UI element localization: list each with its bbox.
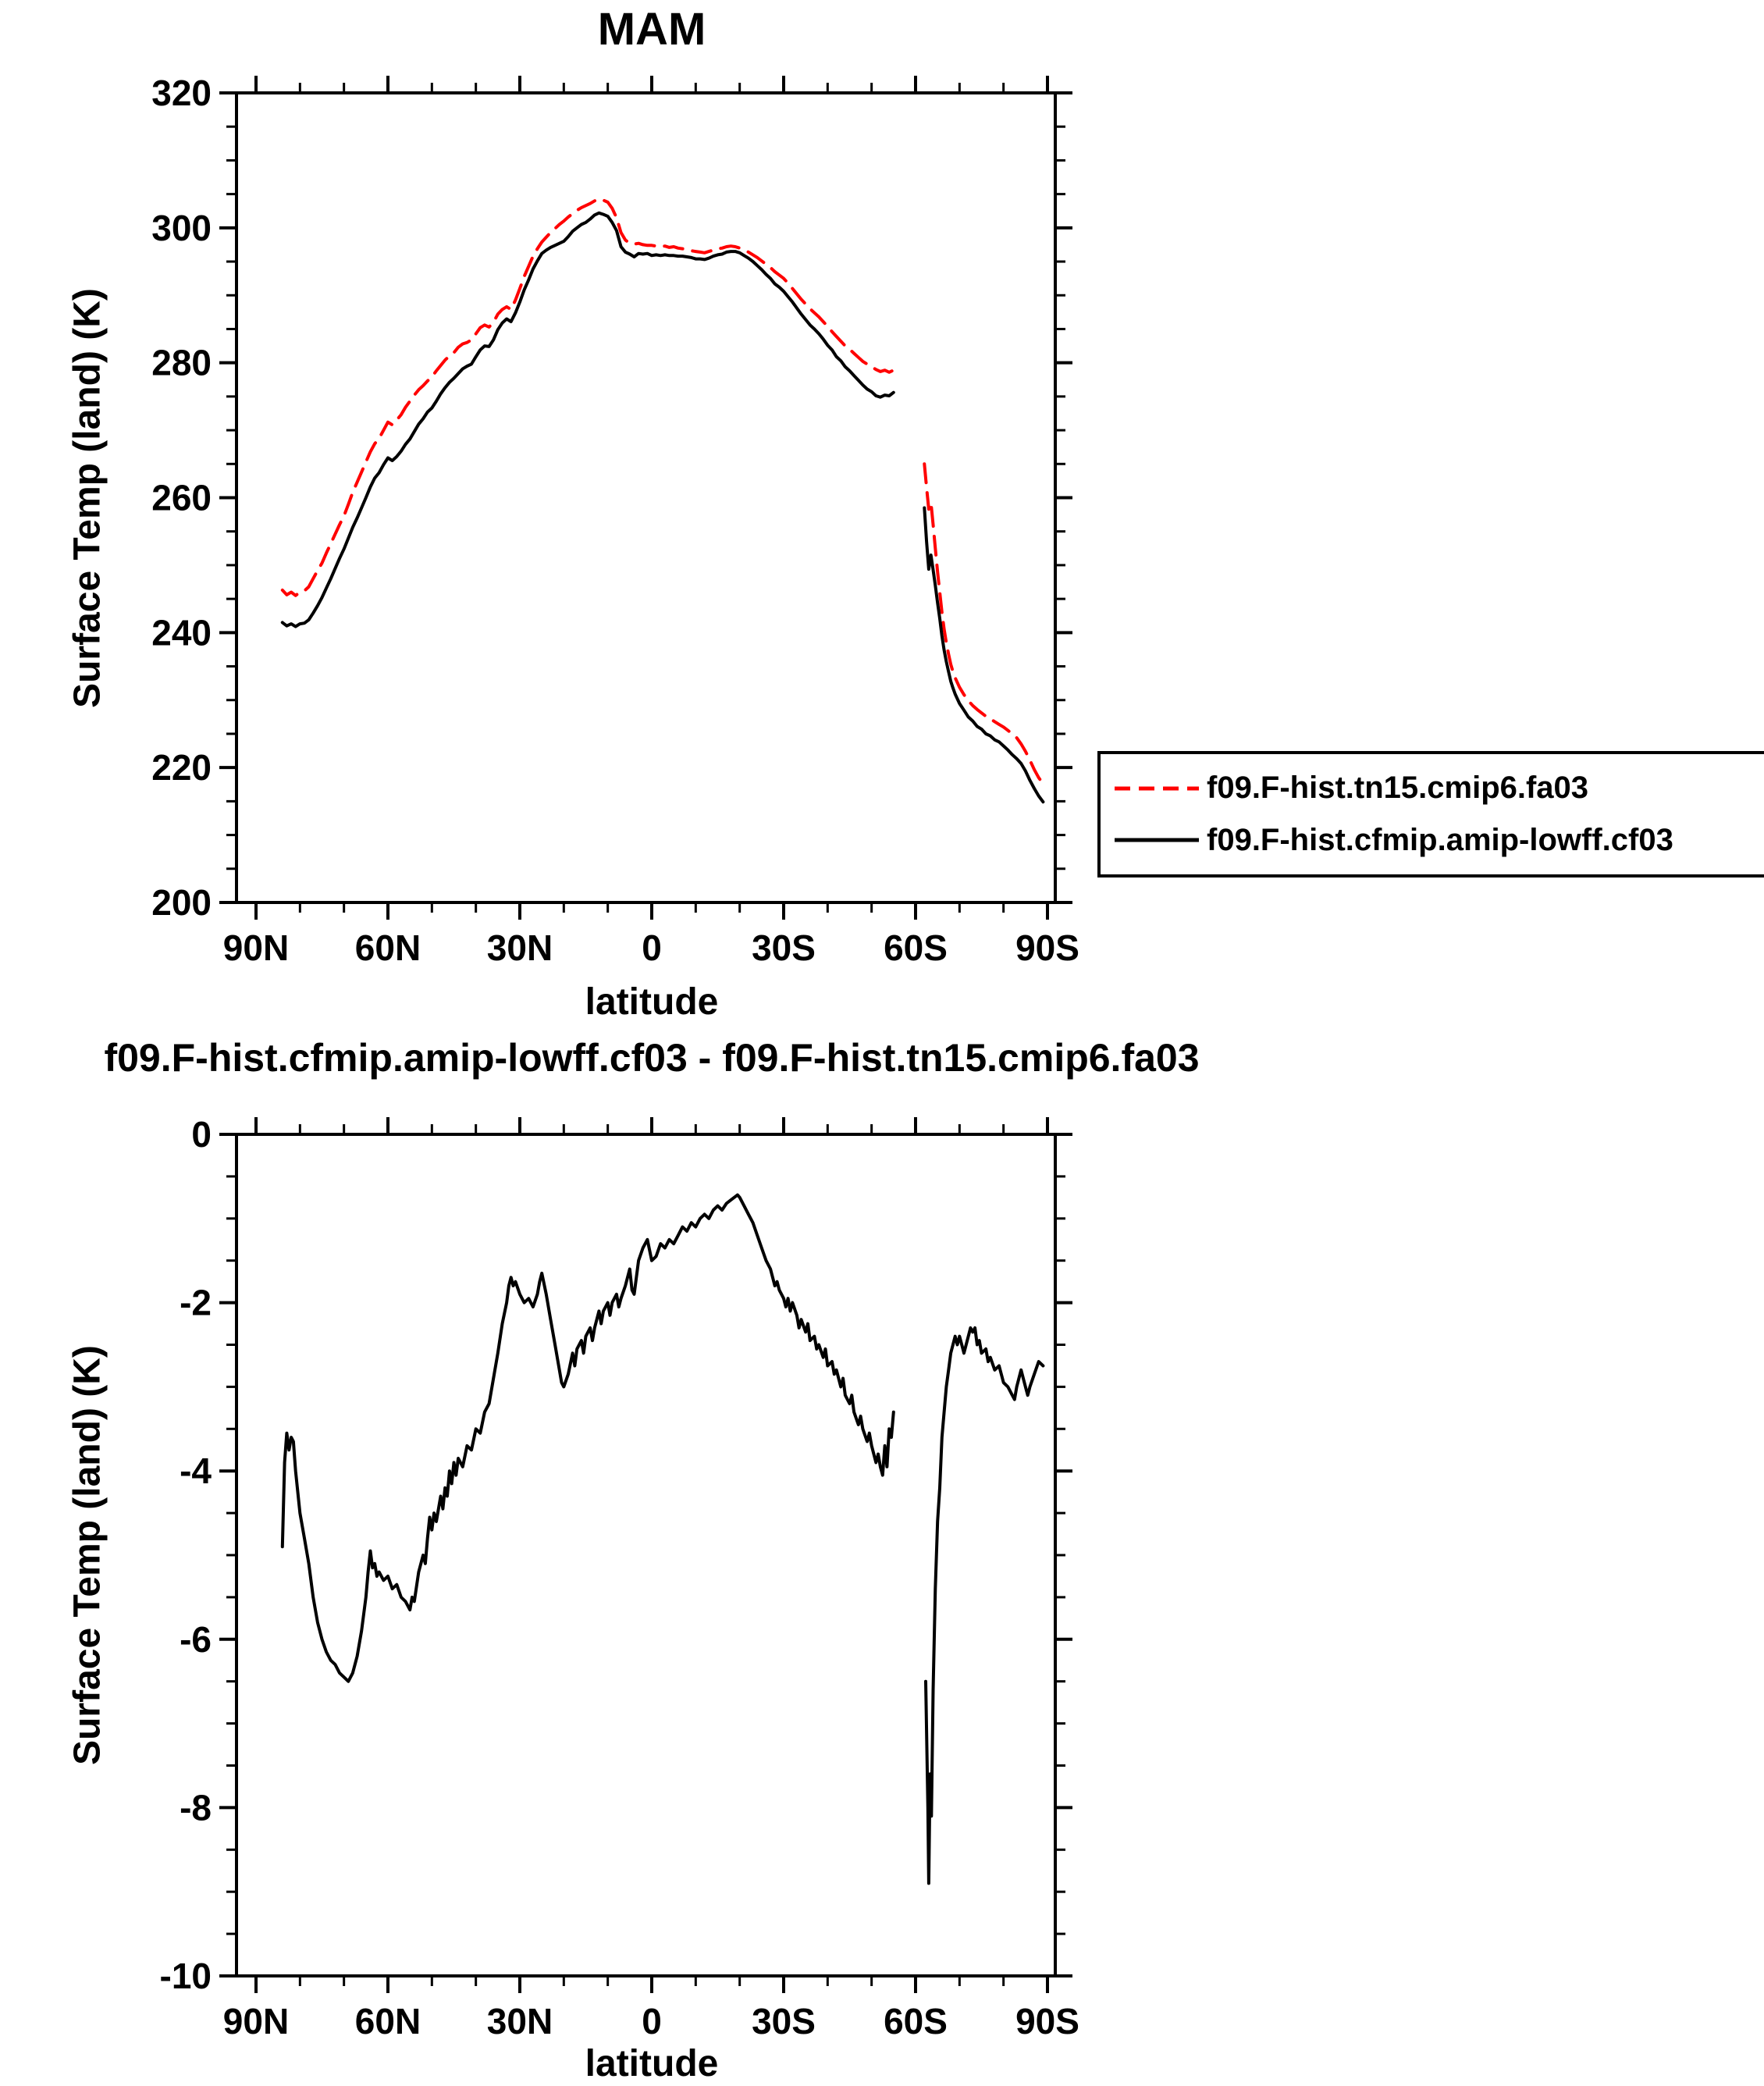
svg-text:90S: 90S: [1015, 2001, 1079, 2042]
svg-text:320: 320: [151, 73, 212, 113]
legend-label: f09.F-hist.tn15.cmip6.fa03: [1207, 771, 1589, 806]
svg-text:30S: 30S: [752, 2001, 816, 2042]
svg-text:260: 260: [151, 478, 212, 518]
svg-text:30N: 30N: [487, 927, 553, 968]
svg-text:90S: 90S: [1015, 927, 1079, 968]
legend-item: f09.F-hist.tn15.cmip6.fa03: [1115, 771, 1764, 806]
red-dashed-line-sample: [1115, 786, 1199, 791]
svg-text:-8: -8: [180, 1787, 212, 1828]
top-chart-title: MAM: [597, 4, 706, 55]
legend-item: f09.F-hist.cfmip.amip-lowff.cf03: [1115, 823, 1764, 858]
svg-text:60S: 60S: [884, 2001, 948, 2042]
svg-text:200: 200: [151, 882, 212, 923]
top-chart-y-axis-label: Surface Temp (land) (K): [66, 288, 108, 708]
svg-text:-2: -2: [180, 1283, 212, 1323]
svg-text:-10: -10: [160, 1956, 212, 1996]
svg-text:300: 300: [151, 208, 212, 248]
bottom-chart-x-axis-label: latitude: [585, 2043, 719, 2084]
svg-text:90N: 90N: [223, 2001, 289, 2042]
svg-text:60N: 60N: [355, 927, 421, 968]
top-chart-x-axis-label: latitude: [585, 981, 719, 1023]
svg-text:0: 0: [191, 1114, 212, 1155]
svg-text:60S: 60S: [884, 927, 948, 968]
svg-text:-4: -4: [180, 1451, 212, 1491]
svg-text:30S: 30S: [752, 927, 816, 968]
svg-text:280: 280: [151, 343, 212, 383]
legend: f09.F-hist.tn15.cmip6.fa03 f09.F-hist.cf…: [1097, 751, 1764, 877]
svg-text:30N: 30N: [487, 2001, 553, 2042]
svg-text:0: 0: [642, 2001, 662, 2042]
legend-label: f09.F-hist.cfmip.amip-lowff.cf03: [1207, 822, 1673, 857]
svg-text:60N: 60N: [355, 2001, 421, 2042]
svg-text:240: 240: [151, 612, 212, 653]
svg-text:-6: -6: [180, 1619, 212, 1660]
svg-text:0: 0: [642, 927, 662, 968]
bottom-chart-y-axis-label: Surface Temp (land) (K): [66, 1345, 108, 1765]
svg-text:220: 220: [151, 747, 212, 788]
black-solid-line-sample: [1115, 838, 1199, 842]
bottom-chart-title: f09.F-hist.cfmip.amip-lowff.cf03 - f09.F…: [104, 1036, 1200, 1080]
svg-text:90N: 90N: [223, 927, 289, 968]
